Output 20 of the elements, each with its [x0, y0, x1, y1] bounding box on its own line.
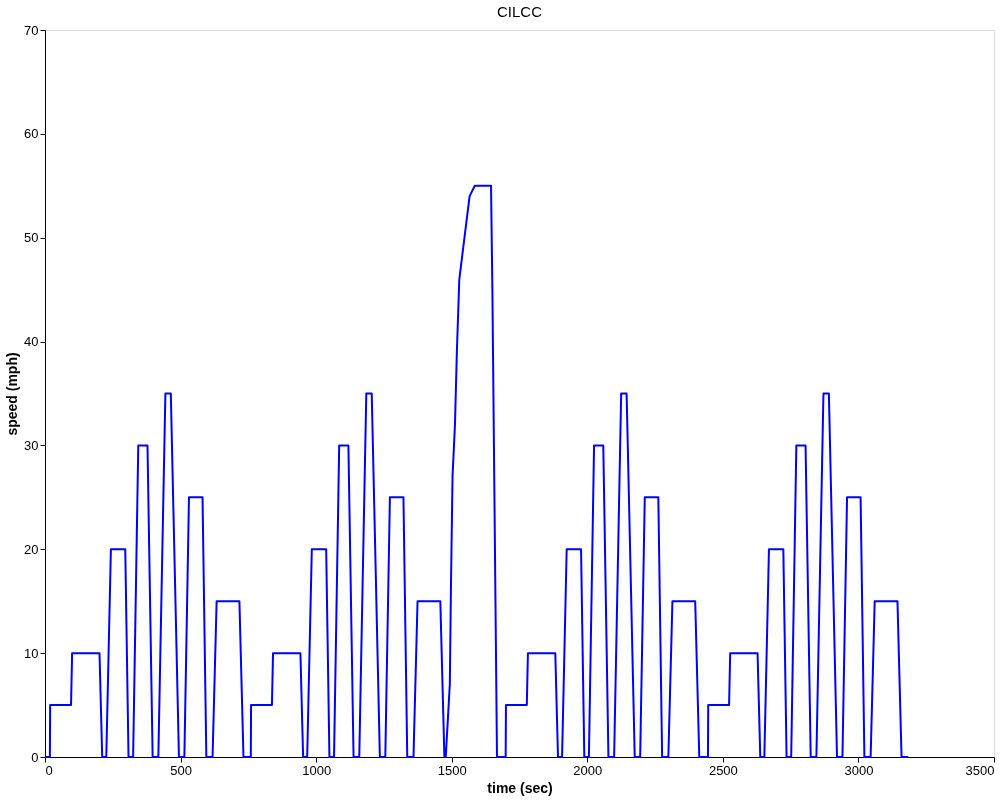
x-tick-label: 1500 — [437, 762, 467, 778]
y-tick-label: 30 — [24, 437, 39, 453]
y-tick-label: 10 — [24, 645, 39, 661]
x-tick-label: 2000 — [573, 762, 603, 778]
x-tick-label: 3500 — [965, 762, 995, 778]
chart-title: CILCC — [496, 3, 543, 20]
y-tick-label: 50 — [24, 230, 39, 246]
x-tick-label: 500 — [170, 762, 192, 778]
y-tick-label: 0 — [31, 749, 39, 765]
x-tick-label: 0 — [45, 762, 53, 778]
y-tick-label: 60 — [24, 126, 39, 142]
y-tick-label: 70 — [24, 22, 39, 38]
x-tick-label: 2500 — [708, 762, 738, 778]
y-tick-label: 20 — [24, 541, 39, 557]
y-tick-label: 40 — [24, 334, 39, 350]
x-tick-label: 3000 — [844, 762, 874, 778]
y-axis-title: speed (mph) — [4, 352, 21, 436]
x-axis-title: time (sec) — [487, 779, 553, 796]
x-tick-label: 1000 — [302, 762, 332, 778]
line-series — [44, 184, 910, 758]
